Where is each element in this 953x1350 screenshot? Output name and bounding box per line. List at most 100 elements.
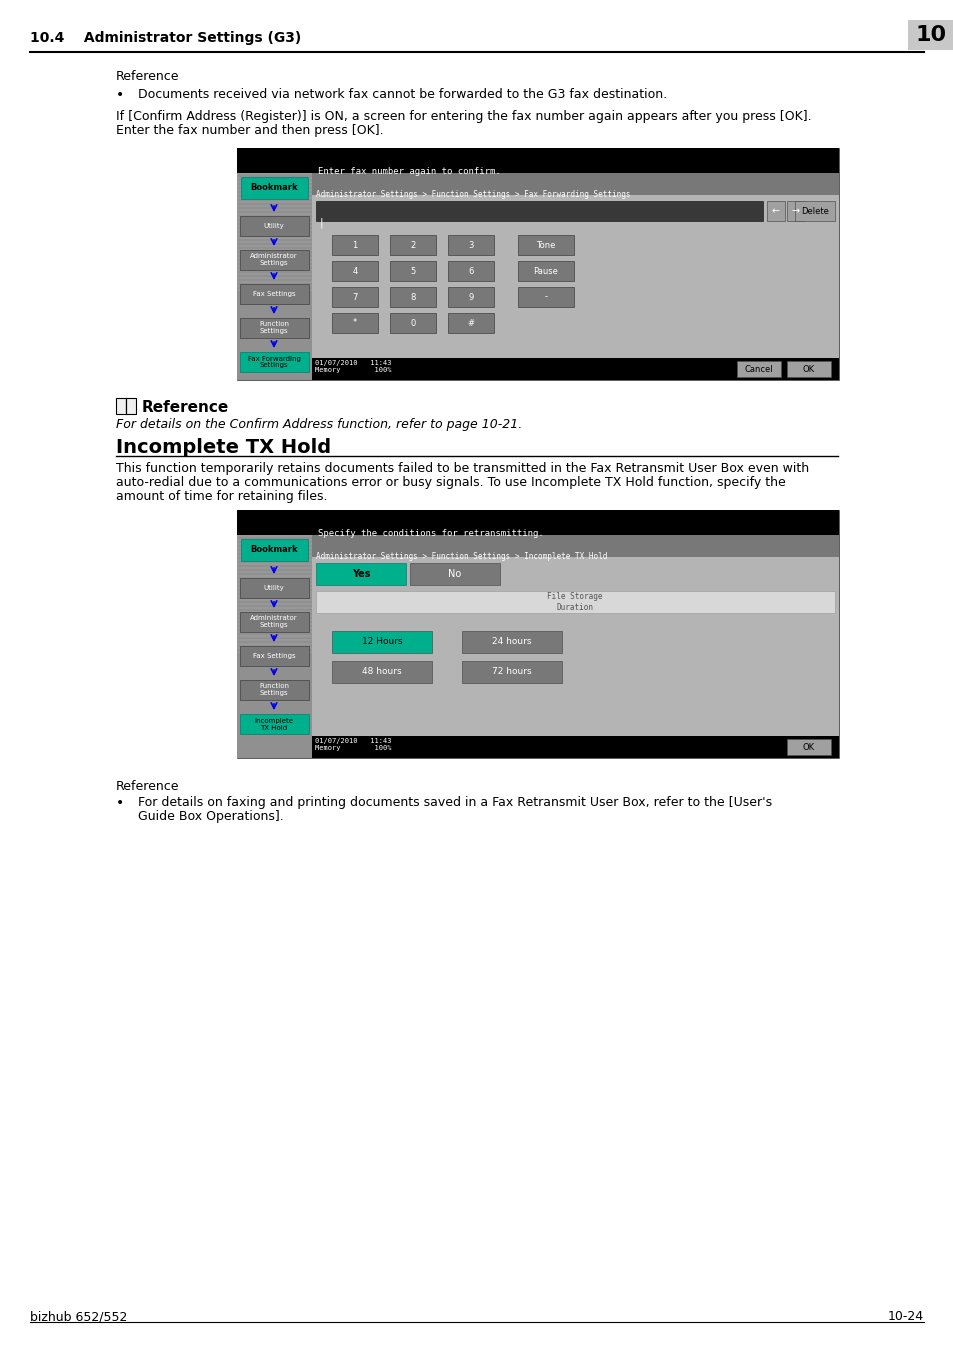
Text: Bookmark: Bookmark: [250, 545, 297, 555]
Bar: [236, 277, 312, 279]
Bar: [236, 189, 312, 190]
Text: 1: 1: [352, 240, 357, 250]
Bar: [126, 398, 136, 414]
Bar: [236, 587, 312, 589]
Bar: [315, 201, 762, 221]
Bar: [332, 261, 377, 281]
Bar: [236, 217, 312, 219]
Bar: [236, 612, 312, 613]
Text: 24 hours: 24 hours: [492, 637, 531, 647]
Bar: [236, 539, 312, 541]
Bar: [236, 547, 312, 549]
Bar: [737, 360, 781, 377]
Bar: [236, 238, 312, 239]
Bar: [236, 622, 312, 625]
Bar: [236, 639, 312, 641]
Bar: [236, 736, 838, 757]
Bar: [236, 148, 838, 379]
Bar: [236, 185, 312, 188]
Bar: [236, 620, 312, 621]
Text: *: *: [353, 319, 356, 328]
Bar: [240, 216, 309, 236]
Text: 6: 6: [468, 266, 474, 275]
Bar: [236, 289, 312, 292]
Bar: [236, 555, 312, 558]
Bar: [236, 535, 312, 757]
Text: bizhub 652/552: bizhub 652/552: [30, 1310, 128, 1323]
Text: This function temporarily retains documents failed to be transmitted in the Fax : This function temporarily retains docume…: [116, 462, 808, 475]
Text: 10-24: 10-24: [887, 1310, 923, 1323]
Text: 9: 9: [468, 293, 473, 301]
Bar: [236, 213, 312, 215]
Bar: [236, 510, 838, 757]
Bar: [236, 603, 312, 605]
Text: #: #: [467, 319, 474, 328]
Text: Fax Settings: Fax Settings: [253, 292, 295, 297]
Text: 48 hours: 48 hours: [362, 667, 401, 676]
Text: 2: 2: [410, 240, 416, 250]
Bar: [786, 360, 830, 377]
Bar: [410, 563, 499, 585]
Bar: [236, 595, 312, 597]
Text: -: -: [544, 293, 547, 301]
Text: Enter fax number again to confirm.: Enter fax number again to confirm.: [317, 167, 500, 176]
Bar: [236, 626, 312, 629]
Bar: [517, 288, 574, 306]
Text: Delete: Delete: [801, 207, 828, 216]
Bar: [236, 647, 312, 649]
Bar: [332, 235, 377, 255]
Bar: [236, 205, 312, 207]
Bar: [315, 591, 834, 613]
Bar: [517, 261, 574, 281]
Bar: [236, 181, 312, 184]
Text: Yes: Yes: [352, 568, 370, 579]
Text: ←: ←: [771, 207, 780, 216]
Bar: [448, 313, 494, 333]
Text: 5: 5: [410, 266, 416, 275]
Text: No: No: [448, 568, 461, 579]
Bar: [236, 265, 312, 267]
Bar: [766, 201, 784, 221]
Bar: [240, 647, 309, 666]
Text: Bookmark: Bookmark: [250, 184, 297, 193]
Text: OK: OK: [802, 364, 814, 374]
Text: 12 Hours: 12 Hours: [361, 637, 402, 647]
Bar: [332, 662, 432, 683]
Bar: [236, 273, 312, 275]
Text: Reference: Reference: [116, 780, 179, 792]
Text: Administrator Settings > Function Settings > Fax Forwarding Settings: Administrator Settings > Function Settin…: [315, 190, 630, 198]
Text: Tone: Tone: [536, 240, 555, 250]
Bar: [236, 543, 312, 545]
Bar: [240, 250, 309, 270]
Bar: [236, 193, 312, 194]
Bar: [236, 599, 312, 601]
Text: For details on the Confirm Address function, refer to page 10-21.: For details on the Confirm Address funct…: [116, 418, 521, 431]
Text: 01/07/2010   11:43
Memory        100%: 01/07/2010 11:43 Memory 100%: [314, 360, 391, 373]
Bar: [332, 288, 377, 306]
Text: 10.4    Administrator Settings (G3): 10.4 Administrator Settings (G3): [30, 31, 301, 45]
Bar: [390, 313, 436, 333]
Bar: [236, 535, 312, 537]
Bar: [236, 651, 312, 653]
Text: Function
Settings: Function Settings: [258, 683, 289, 697]
Bar: [236, 510, 838, 535]
Text: 4: 4: [352, 266, 357, 275]
Bar: [312, 535, 838, 736]
Bar: [236, 221, 312, 223]
Bar: [236, 616, 312, 617]
Bar: [236, 281, 312, 284]
Bar: [240, 352, 309, 373]
Text: Administrator
Settings: Administrator Settings: [250, 254, 297, 266]
Bar: [236, 201, 312, 202]
Bar: [236, 177, 312, 180]
Bar: [448, 261, 494, 281]
Text: If [Confirm Address (Register)] is ON, a screen for entering the fax number agai: If [Confirm Address (Register)] is ON, a…: [116, 109, 811, 123]
Text: 72 hours: 72 hours: [492, 667, 531, 676]
Bar: [236, 563, 312, 566]
Bar: [786, 201, 804, 221]
Bar: [236, 559, 312, 562]
Bar: [312, 173, 838, 194]
Bar: [236, 230, 312, 231]
Text: 01/07/2010   11:43
Memory        100%: 01/07/2010 11:43 Memory 100%: [314, 738, 391, 751]
Bar: [236, 197, 312, 198]
